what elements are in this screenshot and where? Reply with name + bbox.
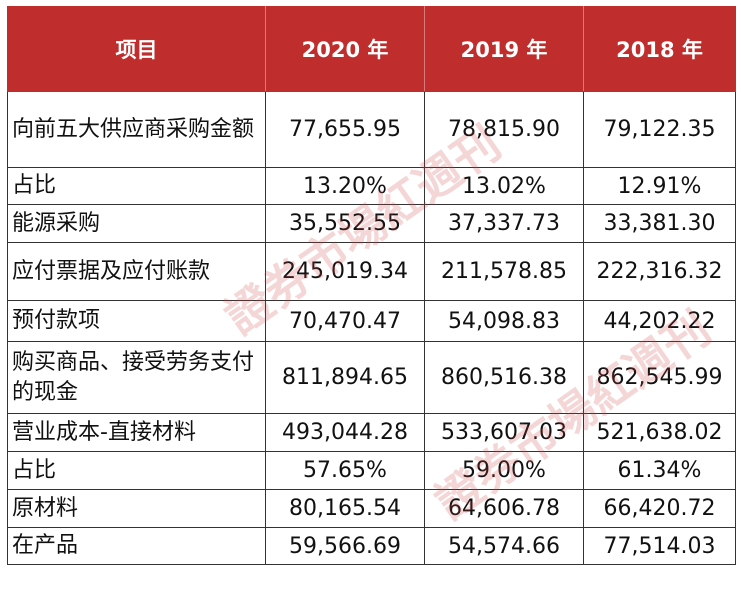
cell-2018: 33,381.30 bbox=[583, 204, 736, 243]
cell-2018: 862,545.99 bbox=[583, 341, 736, 414]
row-label: 营业成本-直接材料 bbox=[7, 413, 266, 452]
cell-2018: 12.91% bbox=[583, 167, 736, 205]
header-2018: 2018 年 bbox=[583, 6, 736, 92]
header-2020: 2020 年 bbox=[265, 6, 425, 92]
data-table-container: 项目 2020 年 2019 年 2018 年 向前五大供应商采购金额 77,6… bbox=[7, 6, 736, 588]
row-label: 在产品 bbox=[7, 527, 266, 565]
table-row: 向前五大供应商采购金额 77,655.95 78,815.90 79,122.3… bbox=[7, 91, 736, 168]
header-2019: 2019 年 bbox=[424, 6, 584, 92]
row-label: 预付款项 bbox=[7, 300, 266, 342]
cell-2019: 64,606.78 bbox=[424, 489, 584, 528]
cell-2018: 77,514.03 bbox=[583, 527, 736, 565]
cell-2019: 533,607.03 bbox=[424, 413, 584, 452]
header-item: 项目 bbox=[7, 6, 266, 92]
cell-2020: 245,019.34 bbox=[265, 242, 425, 301]
cell-2018: 61.34% bbox=[583, 451, 736, 490]
cell-2018: 66,420.72 bbox=[583, 489, 736, 528]
row-label: 原材料 bbox=[7, 489, 266, 528]
row-label: 占比 bbox=[7, 451, 266, 490]
row-label: 应付票据及应付账款 bbox=[7, 242, 266, 301]
table-row: 营业成本-直接材料 493,044.28 533,607.03 521,638.… bbox=[7, 413, 736, 452]
row-label: 能源采购 bbox=[7, 204, 266, 243]
table-row: 预付款项 70,470.47 54,098.83 44,202.22 bbox=[7, 300, 736, 342]
cell-2020: 70,470.47 bbox=[265, 300, 425, 342]
cell-2019: 13.02% bbox=[424, 167, 584, 205]
cell-2018: 222,316.32 bbox=[583, 242, 736, 301]
cell-2019: 37,337.73 bbox=[424, 204, 584, 243]
table-row: 能源采购 35,552.55 37,337.73 33,381.30 bbox=[7, 204, 736, 243]
table-row: 购买商品、接受劳务支付的现金 811,894.65 860,516.38 862… bbox=[7, 341, 736, 414]
table-row: 在产品 59,566.69 54,574.66 77,514.03 bbox=[7, 527, 736, 565]
cell-2020: 811,894.65 bbox=[265, 341, 425, 414]
cell-2020: 77,655.95 bbox=[265, 91, 425, 168]
cell-2020: 59,566.69 bbox=[265, 527, 425, 565]
row-label: 占比 bbox=[7, 167, 266, 205]
cell-2019: 78,815.90 bbox=[424, 91, 584, 168]
table-row: 原材料 80,165.54 64,606.78 66,420.72 bbox=[7, 489, 736, 528]
row-label: 购买商品、接受劳务支付的现金 bbox=[7, 341, 266, 414]
cell-2020: 13.20% bbox=[265, 167, 425, 205]
cell-2018: 521,638.02 bbox=[583, 413, 736, 452]
cell-2019: 860,516.38 bbox=[424, 341, 584, 414]
cell-2019: 211,578.85 bbox=[424, 242, 584, 301]
table-row: 应付票据及应付账款 245,019.34 211,578.85 222,316.… bbox=[7, 242, 736, 301]
cell-2020: 493,044.28 bbox=[265, 413, 425, 452]
row-label: 向前五大供应商采购金额 bbox=[7, 91, 266, 168]
table-row: 占比 57.65% 59.00% 61.34% bbox=[7, 451, 736, 490]
cell-2019: 54,574.66 bbox=[424, 527, 584, 565]
cell-2020: 35,552.55 bbox=[265, 204, 425, 243]
cell-2020: 57.65% bbox=[265, 451, 425, 490]
table-row: 占比 13.20% 13.02% 12.91% bbox=[7, 167, 736, 205]
cell-2018: 79,122.35 bbox=[583, 91, 736, 168]
cell-2019: 59.00% bbox=[424, 451, 584, 490]
cell-2018: 44,202.22 bbox=[583, 300, 736, 342]
data-table: 项目 2020 年 2019 年 2018 年 向前五大供应商采购金额 77,6… bbox=[7, 6, 736, 565]
cell-2020: 80,165.54 bbox=[265, 489, 425, 528]
header-row: 项目 2020 年 2019 年 2018 年 bbox=[7, 6, 736, 92]
cell-2019: 54,098.83 bbox=[424, 300, 584, 342]
